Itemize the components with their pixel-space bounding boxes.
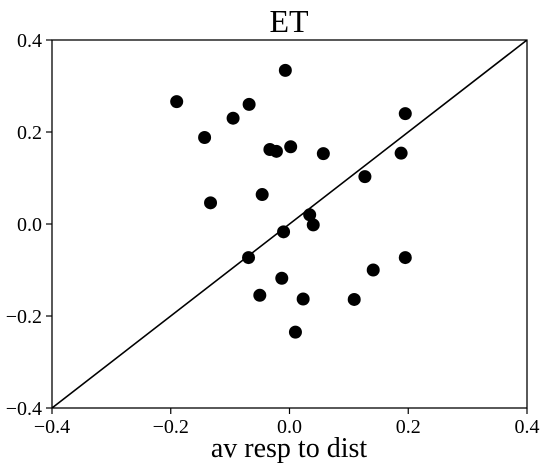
- data-point: [255, 188, 269, 202]
- data-point: [253, 288, 267, 302]
- data-point: [358, 170, 372, 184]
- data-point: [288, 325, 302, 339]
- data-point: [296, 292, 310, 306]
- y-tick-label: −0.4: [6, 398, 42, 420]
- x-tick-label: 0.0: [277, 416, 302, 438]
- y-tick-label: −0.2: [6, 306, 42, 328]
- data-point: [242, 251, 256, 265]
- x-tick-label: −0.2: [153, 416, 189, 438]
- x-tick-label: −0.4: [34, 416, 70, 438]
- data-point: [303, 208, 317, 222]
- plot-area: −0.4 −0.2 0.0 0.2 0.4 −0.4 −0.2 0.0 0.2 0.4: [6, 30, 540, 438]
- data-point: [366, 263, 380, 277]
- data-point: [394, 146, 408, 160]
- data-point: [204, 196, 218, 210]
- data-point: [198, 131, 212, 145]
- data-point: [275, 271, 289, 285]
- data-point: [242, 97, 256, 111]
- x-tick-label: 0.2: [396, 416, 421, 438]
- data-point: [269, 144, 283, 158]
- x-tick-label: 0.4: [515, 416, 540, 438]
- data-point: [316, 147, 330, 161]
- data-point: [277, 225, 291, 239]
- y-tick-label: 0.0: [17, 214, 42, 236]
- data-point: [170, 95, 184, 109]
- data-point: [278, 63, 292, 77]
- y-tick-label: 0.2: [17, 122, 42, 144]
- y-tick-label: 0.4: [17, 30, 42, 52]
- data-point: [347, 292, 361, 306]
- reference-line: [52, 40, 527, 408]
- data-point: [226, 111, 240, 125]
- data-point: [306, 218, 320, 232]
- chart-title: ET: [269, 3, 309, 39]
- data-point: [284, 140, 298, 154]
- data-point: [398, 251, 412, 265]
- data-point: [398, 107, 412, 121]
- x-axis-label: av resp to dist: [211, 433, 368, 464]
